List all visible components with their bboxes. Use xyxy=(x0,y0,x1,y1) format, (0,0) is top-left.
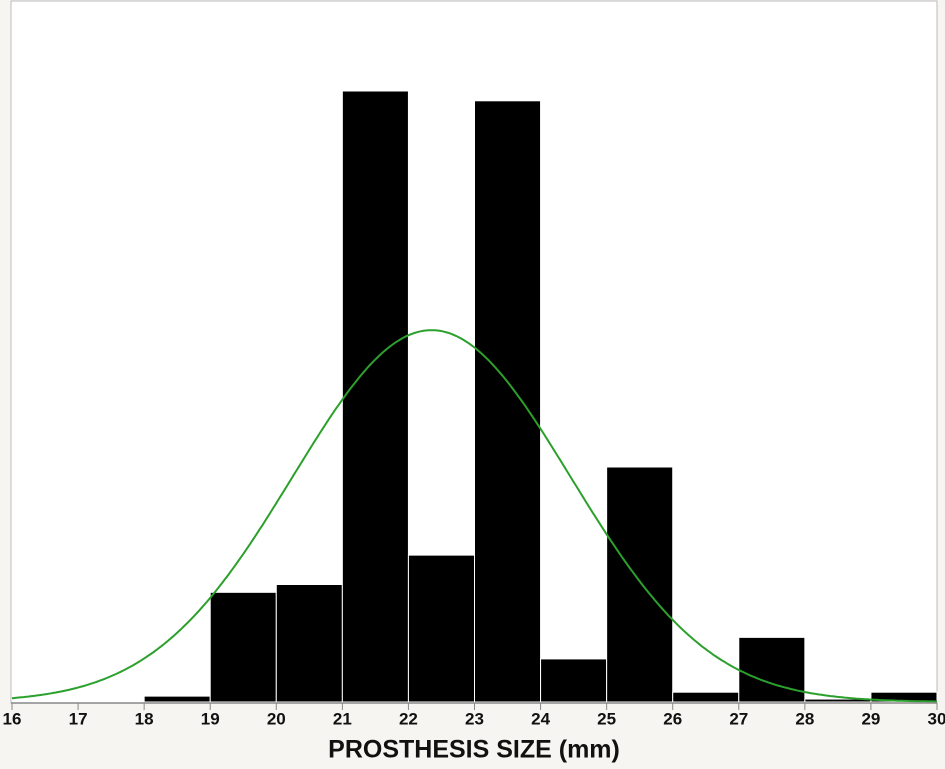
x-tick-label: 25 xyxy=(597,709,616,728)
x-tick-label: 22 xyxy=(399,709,418,728)
bar xyxy=(474,100,542,703)
x-tick-label: 18 xyxy=(135,709,154,728)
x-tick-label: 26 xyxy=(663,709,682,728)
bar xyxy=(341,90,409,703)
bar xyxy=(870,691,938,703)
x-tick-label: 16 xyxy=(3,709,22,728)
x-axis-title: PROSTHESIS SIZE (mm) xyxy=(328,736,620,764)
x-tick-label: 29 xyxy=(861,709,880,728)
fit-curve xyxy=(11,329,937,703)
x-tick-label: 23 xyxy=(465,709,484,728)
x-tick-label: 20 xyxy=(267,709,286,728)
bar xyxy=(606,466,674,703)
x-tick-label: 21 xyxy=(333,709,352,728)
bar xyxy=(540,658,608,703)
bar xyxy=(672,691,740,703)
bar xyxy=(143,695,211,703)
bar xyxy=(275,584,343,703)
x-tick-label: 28 xyxy=(795,709,814,728)
bar xyxy=(738,636,806,703)
x-tick-label: 24 xyxy=(531,709,550,728)
bar xyxy=(209,591,277,703)
x-tick-label: 17 xyxy=(69,709,88,728)
bar xyxy=(407,554,475,703)
x-tick-label: 19 xyxy=(201,709,220,728)
x-tick-label: 27 xyxy=(729,709,748,728)
x-tick-label: 30 xyxy=(928,709,945,728)
